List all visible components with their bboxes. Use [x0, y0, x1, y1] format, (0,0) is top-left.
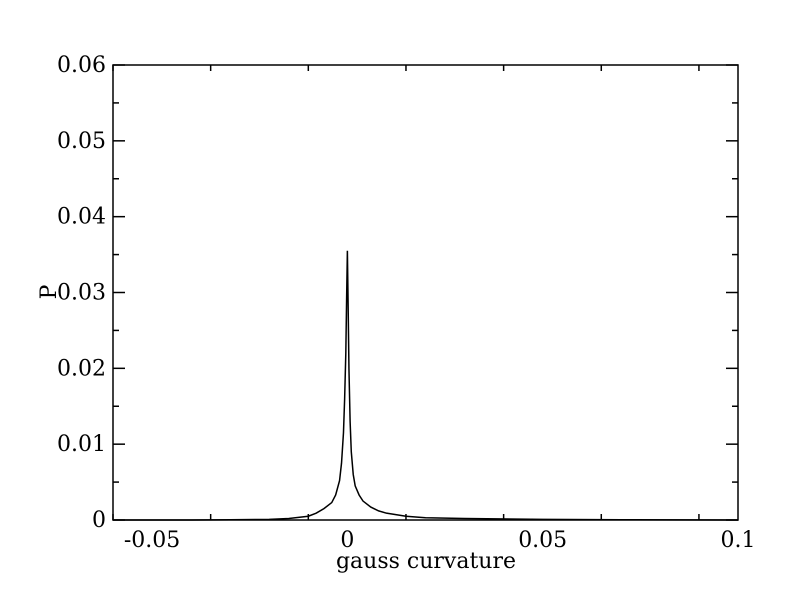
x-tick-label: 0.1: [721, 528, 756, 553]
x-tick-label: 0: [340, 528, 354, 553]
x-tick-label: 0.05: [518, 528, 567, 553]
y-axis-title: P: [37, 284, 62, 299]
y-tick-label: 0: [92, 508, 106, 533]
x-tick-labels: -0.05 0 0.05 0.1: [124, 528, 756, 553]
y-tick-label: 0.06: [57, 53, 106, 78]
plot-frame: [112, 64, 739, 521]
series-line: [113, 250, 739, 521]
x-axis-title: gauss curvature: [336, 549, 516, 574]
y-tick-label: 0.05: [57, 129, 106, 154]
y-tick-label: 0.01: [57, 432, 106, 457]
x-tick-label: -0.05: [124, 528, 180, 553]
tick-marks: [112, 64, 738, 521]
y-tick-label: 0.03: [57, 281, 106, 306]
y-tick-labels: 0 0.01 0.02 0.03 0.04 0.05 0.06: [57, 53, 106, 533]
y-tick-label: 0.02: [57, 356, 106, 381]
y-tick-label: 0.04: [57, 205, 106, 230]
